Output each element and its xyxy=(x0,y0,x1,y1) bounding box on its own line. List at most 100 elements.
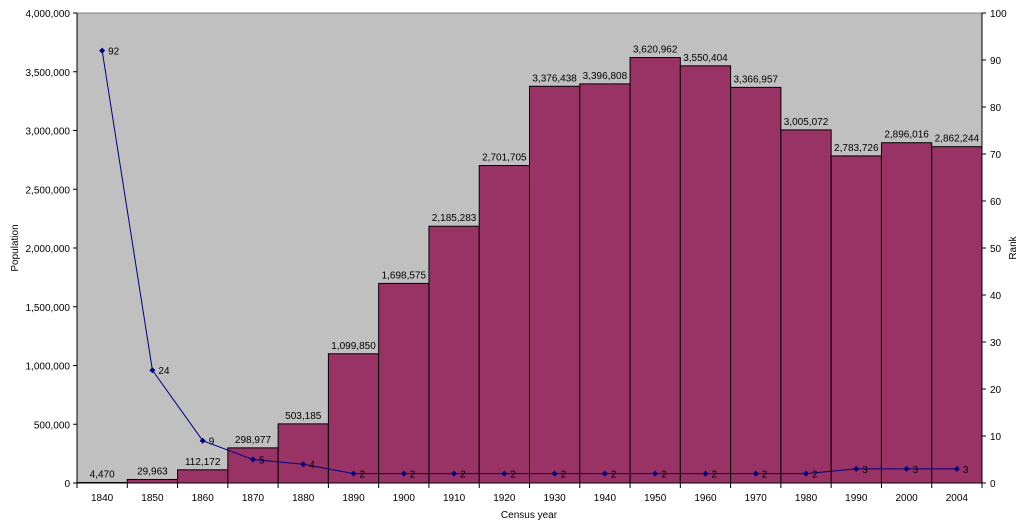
bar-1980 xyxy=(780,129,832,484)
y-tick-label: 1,500,000 xyxy=(26,303,71,314)
x-tick-label: 1880 xyxy=(292,493,315,504)
rank-point-1980 xyxy=(803,470,810,477)
rank-label-1900: 2 xyxy=(410,470,416,481)
x-tick-label: 1980 xyxy=(795,493,818,504)
bar-1860 xyxy=(177,469,229,484)
bar-label-1970: 3,366,957 xyxy=(734,74,779,85)
bar-2000 xyxy=(880,142,933,484)
y-tick-label: 2,000,000 xyxy=(26,244,71,255)
rank-label-1890: 2 xyxy=(360,470,366,481)
x-tick-label: 1940 xyxy=(594,493,617,504)
x-tick-label: 1920 xyxy=(493,493,516,504)
rank-point-1990 xyxy=(853,465,860,472)
rank-label-1940: 2 xyxy=(611,470,617,481)
rank-label-1960: 2 xyxy=(711,470,717,481)
x-tick-label: 1960 xyxy=(694,493,717,504)
x-tick-label: 2004 xyxy=(946,493,969,504)
rank-point-1890 xyxy=(350,470,357,477)
y-tick-label: 4,000,000 xyxy=(26,9,71,20)
bar-label-1990: 2,783,726 xyxy=(834,143,879,154)
bar-1990 xyxy=(830,155,882,484)
x-tick-label: 1950 xyxy=(644,493,667,504)
rank-point-1920 xyxy=(501,470,508,477)
x-tick-label: 1990 xyxy=(845,493,868,504)
bar-label-2004: 2,862,244 xyxy=(935,134,980,145)
y-tick-label: 1,000,000 xyxy=(26,362,71,373)
bar-label-1900: 1,698,575 xyxy=(382,270,427,281)
bar-label-2000: 2,896,016 xyxy=(884,130,929,141)
rank-point-1860 xyxy=(199,437,206,444)
bar-label-1980: 3,005,072 xyxy=(784,117,829,128)
bar-1920 xyxy=(478,165,531,484)
y2-tick-label: 50 xyxy=(990,244,1002,255)
bar-1970 xyxy=(730,86,782,484)
x-tick-label: 1890 xyxy=(342,493,365,504)
rank-label-1860: 9 xyxy=(209,437,215,448)
rank-point-1850 xyxy=(149,367,156,374)
bar-1850 xyxy=(126,478,179,484)
y2-tick-label: 20 xyxy=(990,385,1002,396)
rank-point-1900 xyxy=(400,470,407,477)
y-tick-label: 3,500,000 xyxy=(26,68,71,79)
x-tick-label: 1930 xyxy=(544,493,567,504)
bar-2004 xyxy=(931,146,983,484)
x-tick-label: 1900 xyxy=(393,493,416,504)
rank-label-1880: 4 xyxy=(309,460,315,471)
rank-label-2004: 3 xyxy=(963,465,969,476)
y-tick-label: 500,000 xyxy=(34,420,71,431)
rank-label-1910: 2 xyxy=(460,470,466,481)
rank-label-2000: 3 xyxy=(913,465,919,476)
y2-tick-label: 30 xyxy=(990,338,1002,349)
y-axis-title: Population xyxy=(10,224,21,271)
bar-label-1930: 3,376,438 xyxy=(532,73,577,84)
y2-axis-title: Rank xyxy=(1008,235,1019,259)
bar-label-1950: 3,620,962 xyxy=(633,45,678,56)
rank-point-1960 xyxy=(702,470,709,477)
bar-label-1870: 298,977 xyxy=(235,435,272,446)
bar-label-1890: 1,099,850 xyxy=(331,341,376,352)
bar-1960 xyxy=(679,65,732,484)
rank-point-2004 xyxy=(953,465,960,472)
y2-tick-label: 80 xyxy=(990,103,1002,114)
rank-label-1990: 3 xyxy=(862,465,868,476)
bar-label-1860: 112,172 xyxy=(185,457,221,468)
bar-1940 xyxy=(579,83,631,484)
rank-point-1970 xyxy=(752,470,759,477)
y2-tick-label: 100 xyxy=(990,9,1007,20)
rank-point-1870 xyxy=(249,456,256,463)
bar-1890 xyxy=(327,353,380,484)
bar-label-1850: 29,963 xyxy=(137,466,168,477)
x-tick-label: 1910 xyxy=(443,493,466,504)
y-tick-label: 3,000,000 xyxy=(26,127,71,138)
bar-label-1840: 4,470 xyxy=(90,469,115,480)
x-tick-label: 1840 xyxy=(91,493,114,504)
bar-label-1910: 2,185,283 xyxy=(432,213,477,224)
y2-tick-label: 0 xyxy=(990,479,996,490)
y2-tick-label: 40 xyxy=(990,291,1002,302)
rank-point-1910 xyxy=(451,470,458,477)
y-tick-label: 0 xyxy=(64,479,70,490)
rank-point-1930 xyxy=(551,470,558,477)
y2-tick-label: 10 xyxy=(990,432,1002,443)
rank-label-1930: 2 xyxy=(561,470,567,481)
y-tick-label: 2,500,000 xyxy=(26,185,71,196)
bar-1900 xyxy=(378,282,430,484)
x-tick-label: 1850 xyxy=(141,493,164,504)
bar-1910 xyxy=(428,225,480,484)
rank-label-1980: 2 xyxy=(812,470,818,481)
rank-point-1880 xyxy=(300,461,307,468)
x-tick-label: 1970 xyxy=(745,493,768,504)
rank-label-1920: 2 xyxy=(510,470,516,481)
rank-label-1970: 2 xyxy=(762,470,768,481)
bar-label-1880: 503,185 xyxy=(285,411,322,422)
rank-label-1840: 92 xyxy=(108,47,120,58)
bar-label-1960: 3,550,404 xyxy=(683,53,728,64)
rank-point-2000 xyxy=(903,465,910,472)
y2-tick-label: 90 xyxy=(990,56,1002,67)
x-tick-label: 1870 xyxy=(242,493,265,504)
x-tick-label: 1860 xyxy=(192,493,215,504)
rank-point-1940 xyxy=(601,470,608,477)
rank-label-1850: 24 xyxy=(158,366,170,377)
rank-line xyxy=(101,50,957,475)
